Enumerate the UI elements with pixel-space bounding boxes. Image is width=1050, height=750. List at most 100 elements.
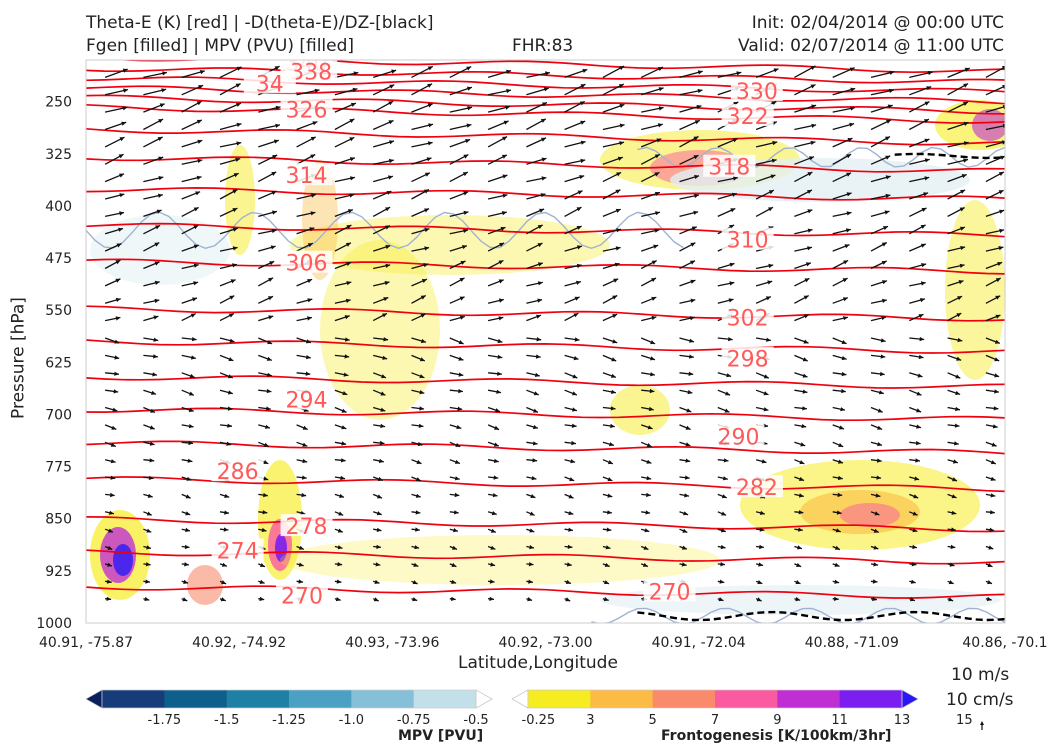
wind-arrowhead <box>466 123 472 128</box>
vector-key-arrow-icon <box>980 721 984 730</box>
wind-arrowhead <box>960 245 966 251</box>
wind-arrowhead <box>651 296 657 301</box>
contour-label: 310 <box>727 229 769 254</box>
wind-arrowhead <box>497 371 502 376</box>
wind-arrowhead <box>731 192 737 197</box>
wind-arrowhead <box>341 441 347 446</box>
wind-arrowhead <box>617 156 623 161</box>
contour-label: 286 <box>217 460 259 485</box>
wind-arrowhead <box>577 245 582 250</box>
colorbar-tick-label: 9 <box>773 713 781 728</box>
wind-arrowhead <box>568 527 573 532</box>
fgen-colorbar-label: Frontogenesis [K/100km/3hr] <box>661 728 892 744</box>
wind-arrowhead <box>847 138 853 142</box>
wind-arrowhead <box>157 137 163 141</box>
wind-arrowhead <box>115 316 121 321</box>
wind-arrowhead <box>843 260 849 265</box>
wind-arrowhead <box>729 224 735 229</box>
wind-arrowhead <box>994 357 1000 362</box>
wind-arrowhead <box>149 458 155 463</box>
wind-arrowhead <box>610 406 616 411</box>
wind-arrowhead <box>191 337 197 342</box>
theta-e-contour <box>86 187 1005 201</box>
wind-arrowhead <box>377 476 383 481</box>
wind-arrowhead <box>850 87 856 92</box>
wind-arrowhead <box>489 579 495 584</box>
wind-arrowhead <box>926 86 932 91</box>
wind-arrowhead <box>768 190 774 195</box>
wind-arrowhead <box>382 313 387 318</box>
wind-arrowhead <box>110 492 115 498</box>
wind-arrowhead <box>383 337 389 342</box>
wind-arrowhead <box>162 71 167 76</box>
wind-arrowhead <box>307 243 313 248</box>
wind-arrowhead <box>349 157 355 162</box>
wind-arrowhead <box>723 458 729 463</box>
wind-arrowhead <box>427 141 433 146</box>
wind-arrowhead <box>924 138 930 143</box>
wind-arrowhead <box>646 476 652 481</box>
y-tick-label: 325 <box>45 147 72 163</box>
wind-arrowhead <box>880 354 886 359</box>
wind-arrowhead <box>353 71 359 76</box>
wind-arrowhead <box>458 388 463 394</box>
wind-arrowhead <box>956 356 962 361</box>
wind-arrowhead <box>573 313 579 318</box>
wind-arrowhead <box>412 597 418 602</box>
wind-arrowhead <box>106 596 112 601</box>
wind-arrowhead <box>386 191 392 195</box>
title-line-2: Fgen [filled] | MPV (PVU) [filled] <box>86 36 355 56</box>
wind-arrowhead <box>271 191 277 195</box>
colorbar-swatch <box>413 690 477 708</box>
wind-arrowhead <box>532 425 538 430</box>
wind-arrowhead <box>119 137 125 142</box>
wind-arrowhead <box>503 120 509 125</box>
wind-arrowhead <box>505 105 511 110</box>
wind-arrowhead <box>850 106 855 111</box>
wind-arrowhead <box>153 315 159 320</box>
wind-arrowhead <box>912 544 917 550</box>
wind-arrowhead <box>376 527 382 532</box>
wind-arrowhead <box>682 528 688 533</box>
wind-arrowhead <box>227 374 233 379</box>
wind-arrowhead <box>229 295 235 300</box>
wind-arrowhead <box>646 443 652 447</box>
wind-arrowhead <box>227 406 233 411</box>
y-tick-label: 550 <box>45 303 72 319</box>
wind-arrowhead <box>994 373 1000 378</box>
wind-arrowhead <box>310 154 316 159</box>
wind-arrowhead <box>539 208 545 213</box>
contour-label-bg <box>643 579 696 602</box>
wind-arrowhead <box>994 389 999 394</box>
wind-arrowhead <box>694 193 699 199</box>
wind-arrowhead <box>834 562 840 567</box>
wind-arrowhead <box>916 391 922 396</box>
wind-arrowhead <box>835 528 841 533</box>
wind-arrowhead <box>799 476 804 481</box>
wind-arrowhead <box>412 580 418 585</box>
wind-arrowhead <box>193 281 199 286</box>
wind-arrowhead <box>728 298 734 303</box>
wind-arrowhead <box>346 281 352 286</box>
wind-arrowhead <box>347 209 353 214</box>
wind-arrowhead <box>846 192 852 197</box>
wind-arrowhead <box>689 316 695 321</box>
wind-arrowhead <box>118 154 124 159</box>
wind-arrowhead <box>228 357 234 362</box>
wind-arrowhead <box>498 298 504 303</box>
wind-arrowhead <box>616 228 621 233</box>
wind-arrowhead <box>232 246 238 251</box>
wind-arrowhead <box>802 389 808 394</box>
wind-arrowhead <box>771 101 777 106</box>
wind-arrowhead <box>529 545 534 550</box>
wind-arrowhead <box>414 545 420 550</box>
contour-label-bg <box>721 305 774 328</box>
wind-arrowhead <box>493 458 499 463</box>
wind-arrowhead <box>155 225 161 230</box>
wind-arrowhead <box>915 440 921 446</box>
wind-arrowhead <box>265 424 270 429</box>
wind-arrowhead <box>388 101 394 106</box>
wind-arrowhead <box>872 579 878 584</box>
wind-arrowhead <box>493 442 499 447</box>
wind-arrowhead <box>184 544 190 550</box>
